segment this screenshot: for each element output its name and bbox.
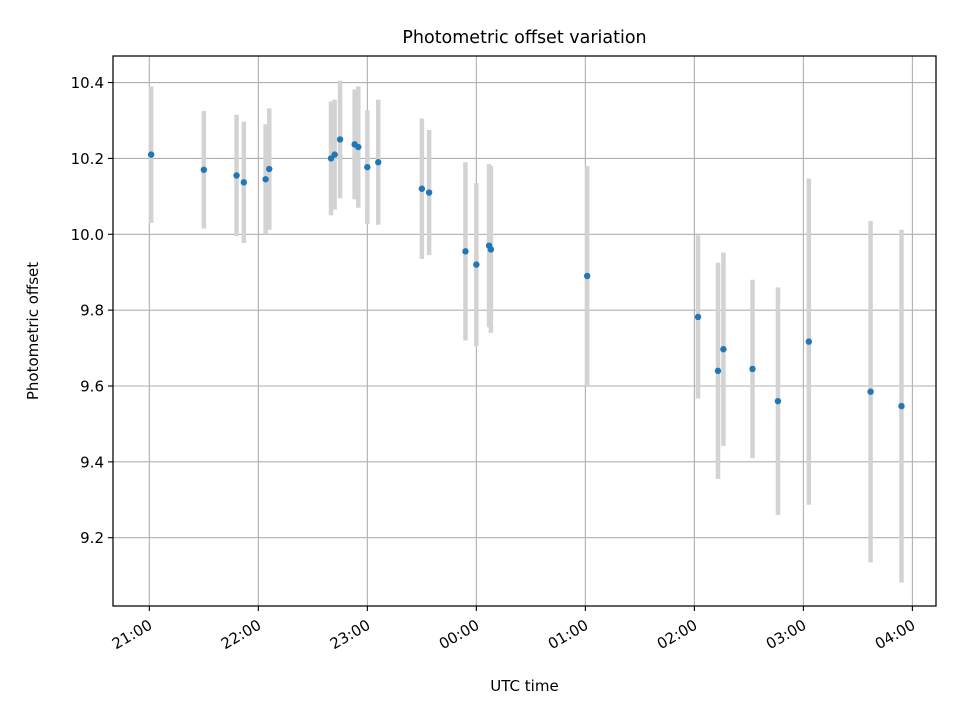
y-tick-label: 9.8 (80, 302, 104, 320)
data-point (364, 163, 371, 171)
data-point (583, 272, 591, 280)
data-point (867, 388, 874, 395)
y-tick-label: 10.2 (71, 150, 104, 168)
errorbars (148, 80, 904, 583)
data-point (898, 402, 905, 410)
x-tick-label: 21:00 (109, 616, 155, 653)
y-tick-label: 9.6 (80, 378, 104, 396)
y-tick-label: 10.4 (71, 74, 104, 92)
data-point (749, 365, 756, 373)
data-point (805, 338, 813, 345)
data-point (331, 151, 338, 158)
y-tick-label: 10.0 (71, 226, 104, 244)
data-point (418, 185, 426, 192)
data-point (375, 159, 382, 166)
data-point (694, 313, 702, 321)
data-point (262, 176, 269, 183)
data-point (425, 189, 433, 196)
x-tick-label: 02:00 (654, 616, 700, 653)
y-tick-label: 9.4 (80, 453, 104, 471)
plot-frame (112, 55, 937, 607)
data-point (266, 165, 273, 173)
data-point (473, 261, 480, 268)
x-axis-ticks: 21:00 22:00 23:00 00:00 01:00 02:00 03:00 04:00 (109, 606, 918, 653)
y-axis-ticks: 9.2 9.4 9.6 9.8 10.0 10.2 10.4 (71, 74, 113, 547)
x-axis-label: UTC time (490, 677, 558, 695)
data-point (336, 136, 344, 143)
y-tick-label: 9.2 (80, 529, 104, 547)
x-tick-label: 23:00 (327, 616, 373, 653)
data-point (200, 166, 208, 173)
x-tick-label: 00:00 (436, 616, 482, 653)
data-point (355, 143, 362, 151)
data-point (233, 172, 240, 179)
data-point (462, 248, 469, 255)
data-point (774, 397, 782, 405)
x-tick-label: 03:00 (763, 616, 809, 653)
data-point (487, 246, 495, 253)
x-tick-label: 22:00 (218, 616, 264, 653)
x-tick-label: 01:00 (545, 616, 591, 653)
data-point (240, 179, 248, 186)
x-tick-label: 04:00 (872, 616, 918, 653)
data-point (147, 151, 155, 158)
data-point (720, 346, 727, 353)
y-axis-label: Photometric offset (24, 262, 42, 400)
data-point (714, 367, 722, 375)
data-points (147, 136, 905, 410)
chart-title: Photometric offset variation (402, 28, 646, 48)
